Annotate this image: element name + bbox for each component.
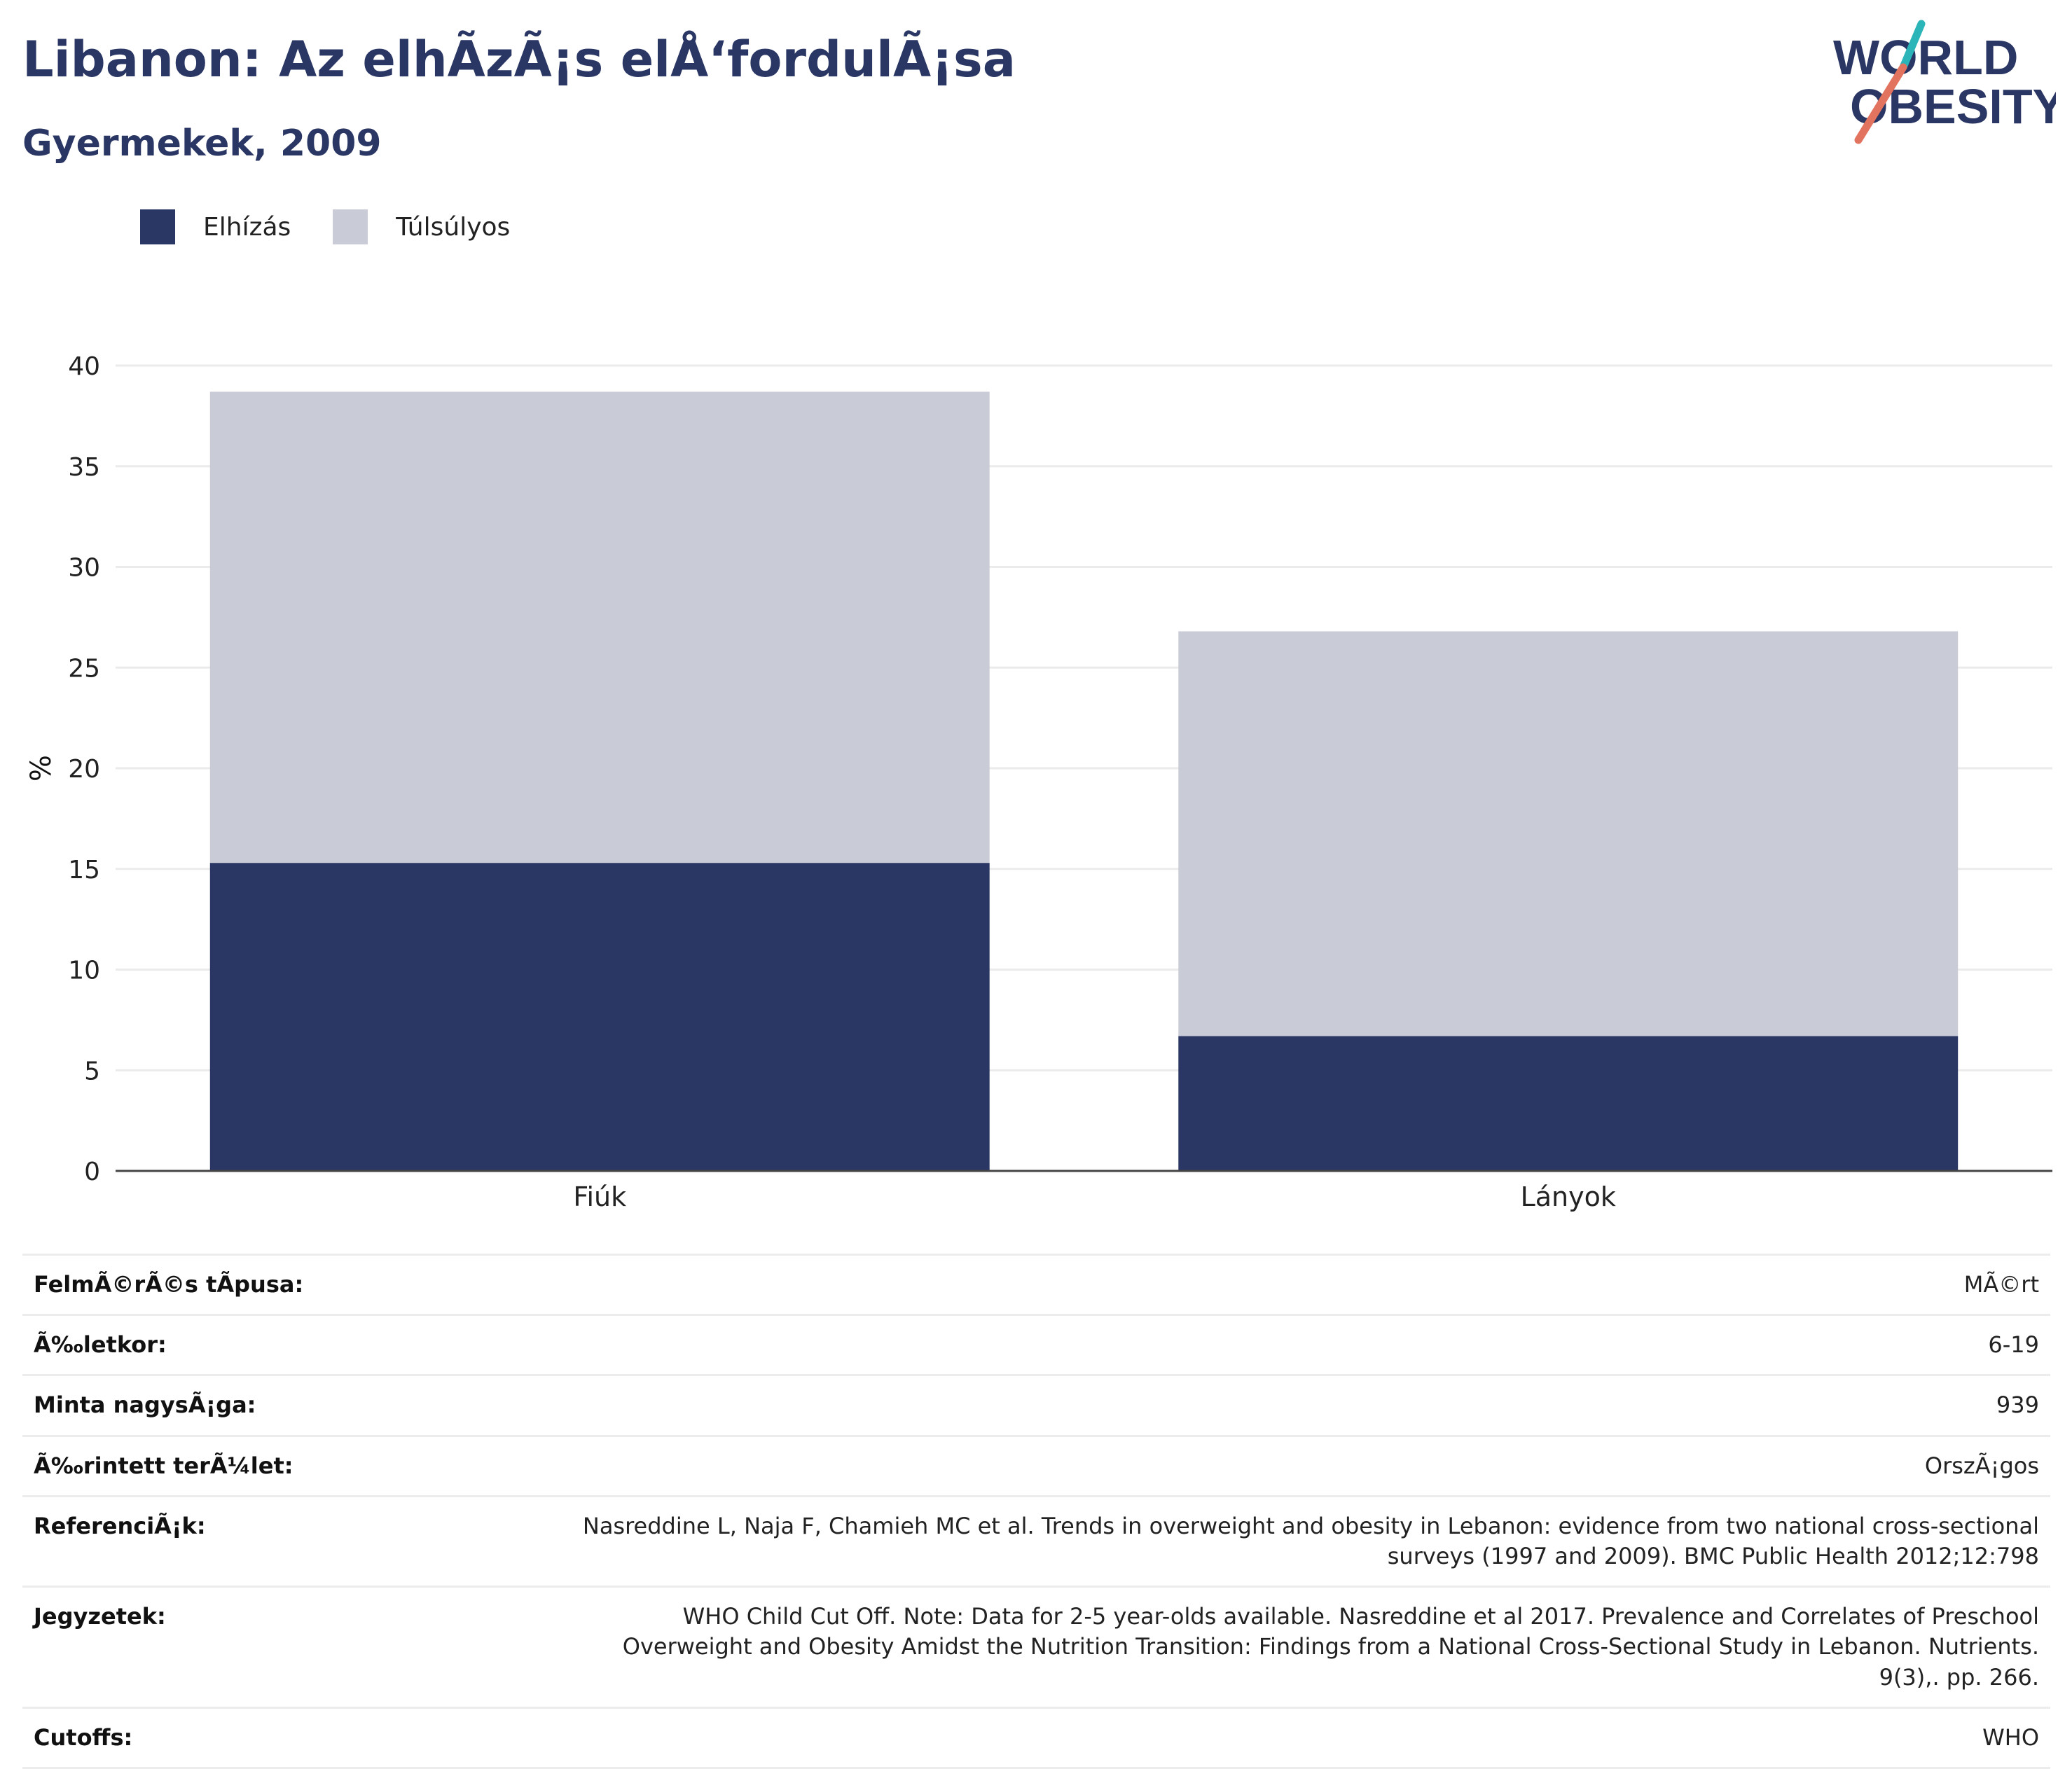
legend-swatch-obese	[140, 209, 175, 244]
stacked-bar-chart: 0 5 10 15 20 25 30 35 40% Fiúk Lányok	[25, 352, 2052, 1212]
info-value: MÃ©rt	[549, 1253, 2050, 1317]
legend-item-overweight: Túlsúlyos	[333, 209, 510, 244]
logo-slash-coral	[1854, 63, 1907, 144]
info-value: 939	[549, 1375, 2050, 1437]
logo-text-obesity: OBESITY	[1850, 79, 2056, 134]
y-axis-title: %	[25, 755, 57, 782]
info-label: Cutoffs:	[22, 1707, 549, 1769]
info-row-cutoffs: Cutoffs: WHO	[22, 1707, 2050, 1769]
y-tick-label: 40	[68, 352, 100, 381]
legend-swatch-overweight	[333, 209, 368, 244]
y-tick-label: 25	[68, 654, 100, 683]
y-tick-label: 5	[84, 1057, 100, 1085]
info-row-references: ReferenciÃ¡k: Nasreddine L, Naja F, Cham…	[22, 1496, 2050, 1588]
chart-title: Libanon: Az elhÃzÃ¡s elÅ‘fordulÃ¡sa	[22, 31, 1016, 88]
info-label: Jegyzetek:	[22, 1586, 549, 1709]
legend: Elhízás Túlsúlyos	[140, 207, 552, 247]
x-tick-label: Lányok	[1521, 1181, 1616, 1212]
world-obesity-logo: WORLD OBESITY	[1833, 20, 2056, 144]
info-label: FelmÃ©rÃ©s tÃpusa:	[22, 1253, 549, 1317]
info-row-notes: Jegyzetek: WHO Child Cut Off. Note: Data…	[22, 1586, 2050, 1709]
x-tick-label: Fiúk	[573, 1181, 626, 1212]
info-value: 6-19	[549, 1314, 2050, 1377]
chart-subtitle: Gyermekek, 2009	[22, 123, 382, 165]
survey-info-table: FelmÃ©rÃ©s tÃpusa: MÃ©rt Ã‰letkor: 6-19 …	[22, 1253, 2050, 1769]
info-label: Ã‰letkor:	[22, 1314, 549, 1377]
y-tick-label: 35	[68, 453, 100, 482]
info-value: WHO	[549, 1707, 2050, 1769]
info-value: OrszÃ¡gos	[549, 1436, 2050, 1497]
legend-label-obese: Elhízás	[203, 212, 291, 242]
info-label: Ã‰rintett terÃ¼let:	[22, 1436, 549, 1497]
info-row-sample-size: Minta nagysÃ¡ga: 939	[22, 1375, 2050, 1437]
y-tick-label: 20	[68, 755, 100, 784]
info-row-age: Ã‰letkor: 6-19	[22, 1314, 2050, 1377]
y-tick-label: 10	[68, 957, 100, 985]
info-row-area: Ã‰rintett terÃ¼let: OrszÃ¡gos	[22, 1436, 2050, 1497]
y-tick-label: 30	[68, 554, 100, 583]
bar-overweight	[209, 391, 990, 863]
info-label: Minta nagysÃ¡ga:	[22, 1375, 549, 1437]
info-label: ReferenciÃ¡k:	[22, 1496, 549, 1588]
legend-item-obese: Elhízás	[140, 209, 291, 244]
bar-obese	[1178, 1036, 1959, 1171]
logo-text-world: WORLD	[1833, 30, 2018, 85]
y-tick-label: 0	[84, 1158, 100, 1186]
info-value: WHO Child Cut Off. Note: Data for 2-5 ye…	[549, 1586, 2050, 1709]
info-value: Nasreddine L, Naja F, Chamieh MC et al. …	[549, 1496, 2050, 1588]
bar-overweight	[1178, 631, 1959, 1036]
bar-obese	[209, 863, 990, 1171]
legend-label-overweight: Túlsúlyos	[396, 212, 511, 242]
y-tick-label: 15	[68, 856, 100, 884]
info-row-survey-type: FelmÃ©rÃ©s tÃpusa: MÃ©rt	[22, 1253, 2050, 1317]
logo-slash-teal	[1899, 20, 1926, 71]
